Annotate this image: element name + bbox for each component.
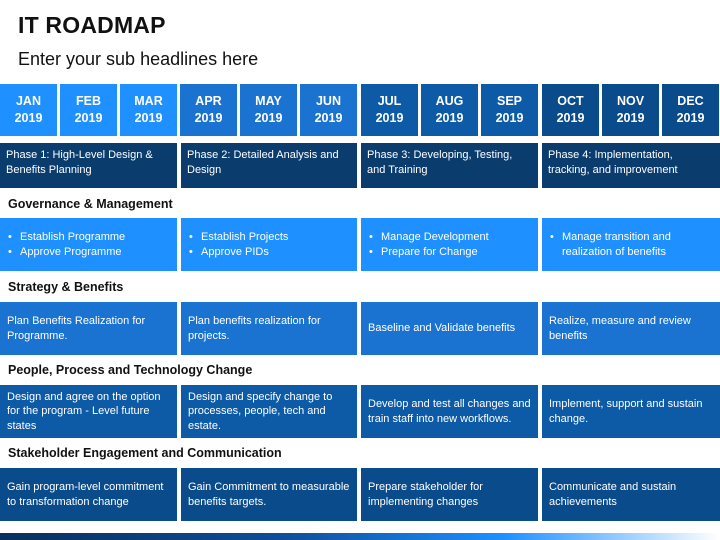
governance-cell-3: Manage DevelopmentPrepare for Change — [361, 218, 538, 271]
stakeholder-cell-2: Gain Commitment to measurable benefits t… — [181, 468, 357, 521]
people-cell-3: Develop and test all changes and train s… — [361, 385, 538, 438]
section-heading-stakeholder: Stakeholder Engagement and Communication — [8, 446, 282, 460]
phase-1: Phase 1: High-Level Design & Benefits Pla… — [0, 143, 177, 188]
section-heading-governance: Governance & Management — [8, 197, 173, 211]
month-oct: OCT 2019 — [542, 84, 599, 136]
governance-cell-2: Establish ProjectsApprove PIDs — [181, 218, 357, 271]
people-cell-4: Implement, support and sustain change. — [542, 385, 720, 438]
phase-4: Phase 4: Implementation, tracking, and im… — [542, 143, 720, 188]
strategy-cell-4: Realize, measure and review benefits — [542, 302, 720, 355]
governance-cell-1: Establish ProgrammeApprove Programme — [0, 218, 177, 271]
strategy-cell-1: Plan Benefits Realization for Programme. — [0, 302, 177, 355]
stakeholder-cell-1: Gain program-level commitment to transfo… — [0, 468, 177, 521]
month-mar: MAR 2019 — [120, 84, 177, 136]
month-dec: DEC 2019 — [662, 84, 719, 136]
strategy-cell-3: Baseline and Validate benefits — [361, 302, 538, 355]
footer-gradient-bar — [0, 533, 720, 540]
month-apr: APR 2019 — [180, 84, 237, 136]
month-header-row: JAN 2019 FEB 2019 MAR 2019 APR 2019 MAY 2019 … — [0, 84, 720, 136]
people-cell-1: Design and agree on the option for the p… — [0, 385, 177, 438]
governance-cell-4: Manage transition and realization of ben… — [542, 218, 720, 271]
month-jun: JUN 2019 — [300, 84, 357, 136]
month-nov: NOV 2019 — [602, 84, 659, 136]
section-heading-strategy: Strategy & Benefits — [8, 280, 124, 294]
people-cell-2: Design and specify change to processes, … — [181, 385, 357, 438]
month-sep: SEP 2019 — [481, 84, 538, 136]
month-aug: AUG 2019 — [421, 84, 478, 136]
section-heading-people-process: People, Process and Technology Change — [8, 363, 253, 377]
month-feb: FEB 2019 — [60, 84, 117, 136]
page-subtitle: Enter your sub headlines here — [18, 49, 259, 69]
page-title: IT ROADMAP — [18, 12, 166, 38]
month-jan: JAN 2019 — [0, 84, 57, 136]
phase-3: Phase 3: Developing, Testing, and Trainin… — [361, 143, 538, 188]
stakeholder-cell-4: Communicate and sustain achievements — [542, 468, 720, 521]
stakeholder-cell-3: Prepare stakeholder for implementing cha… — [361, 468, 538, 521]
month-jul: JUL 2019 — [361, 84, 418, 136]
phase-2: Phase 2: Detailed Analysis and Design — [181, 143, 357, 188]
month-may: MAY 2019 — [240, 84, 297, 136]
strategy-cell-2: Plan benefits realization for projects. — [181, 302, 357, 355]
